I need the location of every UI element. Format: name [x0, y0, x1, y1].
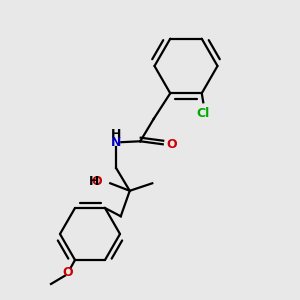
- Text: O: O: [91, 175, 102, 188]
- Text: N: N: [111, 136, 122, 149]
- Text: H: H: [111, 128, 122, 141]
- Text: Cl: Cl: [196, 107, 210, 120]
- Text: O: O: [166, 138, 177, 151]
- Text: O: O: [62, 266, 73, 279]
- Text: H: H: [88, 175, 99, 188]
